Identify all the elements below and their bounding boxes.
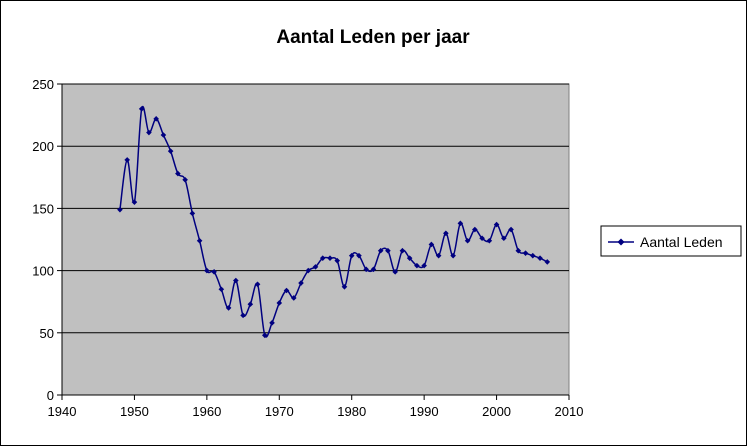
x-tick-label: 1990: [410, 404, 439, 419]
data-point-marker: [537, 255, 543, 261]
data-point-marker: [414, 262, 420, 269]
x-tick-label: 2000: [482, 404, 511, 419]
chart-title: Aantal Leden per jaar: [276, 27, 470, 48]
x-tick-label: 1950: [120, 404, 149, 419]
data-point-marker: [211, 269, 217, 275]
data-point-marker: [486, 237, 493, 244]
data-point-marker: [334, 257, 341, 264]
data-point-marker: [457, 220, 464, 227]
data-point-marker: [218, 286, 225, 293]
data-point-marker: [312, 264, 319, 270]
data-point-marker: [124, 157, 130, 163]
y-tick-label: 50: [40, 326, 54, 341]
plot-area: [61, 83, 570, 396]
data-point-marker: [196, 237, 203, 244]
data-point-marker: [522, 250, 529, 256]
data-point-marker: [240, 312, 246, 319]
legend-label: Aantal Leden: [640, 234, 723, 250]
x-tick-label: 1960: [192, 404, 221, 419]
data-point-marker: [501, 235, 507, 242]
data-point-marker: [167, 148, 174, 154]
data-point-marker: [385, 247, 391, 254]
y-axis: 0 50 100 150 200 250: [32, 77, 63, 403]
x-tick-label: 2010: [555, 404, 584, 419]
data-point-marker: [247, 301, 254, 307]
x-tick-label: 1980: [337, 404, 366, 419]
data-point-marker: [146, 129, 152, 136]
data-point-marker: [515, 247, 522, 254]
legend-marker-diamond-icon: [617, 238, 625, 246]
data-point-marker: [472, 226, 478, 233]
data-point-marker: [479, 235, 485, 242]
data-point-marker: [117, 206, 123, 213]
data-point-marker: [153, 116, 159, 122]
data-point-marker: [290, 295, 297, 301]
data-point-marker: [131, 199, 138, 205]
data-point-marker: [341, 283, 348, 290]
data-point-marker: [269, 320, 275, 326]
data-point-marker: [421, 262, 427, 269]
data-point-marker: [399, 247, 406, 254]
x-tick-label: 1940: [48, 404, 77, 419]
data-point-marker: [464, 237, 471, 244]
data-point-marker: [189, 210, 196, 217]
data-point-marker: [319, 255, 326, 261]
legend-box: [600, 225, 742, 257]
y-tick-label: 100: [32, 264, 54, 279]
data-point-marker: [262, 332, 268, 339]
series-group: [117, 105, 551, 339]
data-point-marker: [204, 267, 210, 274]
y-tick-label: 250: [32, 77, 54, 92]
data-point-marker: [370, 266, 377, 273]
data-point-marker: [493, 221, 500, 228]
data-point-marker: [254, 281, 261, 288]
y-tick-label: 0: [47, 388, 54, 403]
legend: Aantal Leden: [600, 225, 742, 257]
data-point-marker: [283, 287, 290, 294]
x-tick-label: 1970: [265, 404, 294, 419]
data-point-marker: [435, 252, 442, 259]
data-point-marker: [182, 176, 188, 183]
x-axis: 1940 1950 1960 1970 1980 1990 2000 2010: [48, 394, 584, 419]
data-point-marker: [529, 252, 536, 259]
grid-lines: [62, 83, 569, 334]
data-point-marker: [443, 230, 449, 237]
y-tick-label: 200: [32, 139, 54, 154]
data-point-marker: [363, 266, 369, 273]
data-point-marker: [450, 252, 456, 259]
data-point-marker: [348, 252, 355, 259]
y-tick-label: 150: [32, 201, 54, 216]
data-point-marker: [406, 255, 413, 261]
data-point-marker: [327, 255, 333, 261]
data-point-marker: [392, 269, 398, 275]
data-point-marker: [428, 241, 435, 248]
data-point-marker: [377, 247, 384, 254]
data-point-marker: [225, 305, 232, 311]
data-point-marker: [160, 132, 167, 138]
data-point-marker: [298, 280, 304, 286]
data-point-marker: [138, 106, 145, 112]
data-point-marker: [276, 300, 283, 306]
data-point-marker: [175, 170, 181, 177]
data-point-marker: [356, 252, 362, 259]
data-point-marker: [233, 277, 239, 284]
data-point-marker: [305, 267, 312, 274]
data-point-marker: [544, 259, 551, 265]
